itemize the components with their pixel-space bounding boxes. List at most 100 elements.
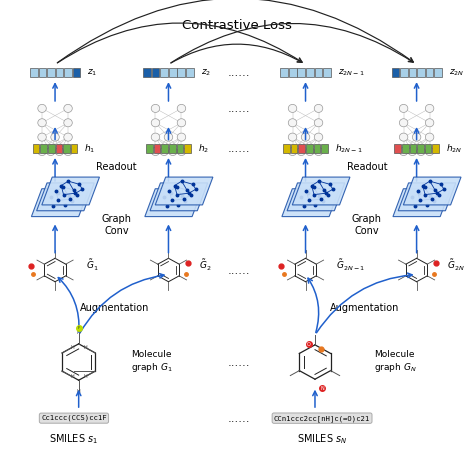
Circle shape (160, 148, 168, 155)
Circle shape (64, 133, 73, 141)
Circle shape (314, 104, 323, 112)
Bar (71, 144, 77, 153)
Bar (33, 144, 39, 153)
Text: Molecule
graph $G_1$: Molecule graph $G_1$ (131, 350, 173, 374)
Text: Augmentation: Augmentation (330, 303, 399, 313)
Circle shape (425, 104, 434, 112)
Bar (425, 144, 431, 153)
Bar (161, 144, 168, 153)
Text: O: O (307, 342, 310, 347)
Circle shape (399, 104, 408, 112)
Text: Readout: Readout (96, 162, 137, 172)
Bar (154, 144, 160, 153)
Text: SMILES $s_1$: SMILES $s_1$ (49, 432, 99, 446)
Circle shape (151, 104, 160, 112)
Polygon shape (398, 183, 456, 211)
Circle shape (297, 148, 305, 155)
Circle shape (38, 104, 46, 112)
Circle shape (288, 119, 297, 127)
Bar (432, 144, 439, 153)
Text: $\tilde{G}_{1}$: $\tilde{G}_{1}$ (86, 258, 98, 273)
Circle shape (417, 148, 425, 155)
Text: H: H (83, 374, 87, 379)
Bar (186, 68, 193, 77)
Circle shape (64, 148, 73, 155)
Circle shape (425, 119, 434, 127)
Bar (55, 144, 62, 153)
Text: F: F (77, 326, 80, 330)
Bar (48, 144, 55, 153)
Polygon shape (150, 183, 208, 211)
Text: Molecule
graph $G_N$: Molecule graph $G_N$ (374, 350, 417, 374)
Text: H: H (71, 345, 74, 350)
Polygon shape (31, 189, 89, 217)
Text: $h_{2}$: $h_{2}$ (198, 143, 209, 155)
Circle shape (46, 148, 55, 155)
Bar (299, 144, 305, 153)
Circle shape (38, 148, 46, 155)
Text: Readout: Readout (346, 162, 387, 172)
Bar (410, 144, 416, 153)
Text: $\tilde{G}_{{2N}}$: $\tilde{G}_{{2N}}$ (447, 258, 465, 273)
Circle shape (399, 148, 408, 155)
Text: H: H (77, 330, 81, 335)
Bar (400, 68, 408, 77)
Circle shape (314, 119, 323, 127)
Circle shape (151, 119, 160, 127)
Bar (63, 144, 70, 153)
Circle shape (288, 148, 297, 155)
Text: H: H (83, 345, 87, 350)
Bar (291, 144, 298, 153)
Text: ......: ...... (228, 66, 251, 79)
Bar (55, 68, 63, 77)
Bar (321, 144, 328, 153)
Circle shape (288, 133, 297, 141)
Bar (289, 68, 297, 77)
Text: Cc1ccc(CCS)cc1F: Cc1ccc(CCS)cc1F (41, 415, 107, 421)
Circle shape (151, 148, 160, 155)
Bar (298, 68, 305, 77)
Bar (409, 68, 416, 77)
Circle shape (177, 133, 186, 141)
Text: $h_{1}$: $h_{1}$ (84, 143, 96, 155)
Bar (47, 68, 55, 77)
Polygon shape (287, 183, 345, 211)
Circle shape (425, 148, 434, 155)
Bar (402, 144, 409, 153)
Circle shape (55, 148, 64, 155)
Bar (283, 144, 290, 153)
Text: $h_{{2N}}$: $h_{{2N}}$ (446, 143, 462, 155)
Text: $z_{1}$: $z_{1}$ (87, 67, 98, 78)
Bar (169, 144, 175, 153)
Bar (417, 144, 424, 153)
Circle shape (38, 133, 46, 141)
Circle shape (151, 133, 160, 141)
Bar (281, 68, 288, 77)
Bar (315, 68, 322, 77)
Bar (314, 144, 320, 153)
Bar (306, 144, 313, 153)
Bar (323, 68, 330, 77)
Bar (144, 68, 151, 77)
Polygon shape (393, 189, 451, 217)
Circle shape (314, 133, 323, 141)
Bar (184, 144, 191, 153)
Text: N: N (320, 386, 324, 391)
Bar (417, 68, 425, 77)
Text: ......: ...... (228, 142, 251, 155)
Text: Contrastive Loss: Contrastive Loss (182, 19, 292, 32)
Text: ......: ...... (228, 264, 251, 276)
Text: Graph
Conv: Graph Conv (101, 214, 131, 236)
Circle shape (399, 133, 408, 141)
Polygon shape (155, 177, 213, 205)
Text: Graph
Conv: Graph Conv (352, 214, 382, 236)
Bar (152, 68, 159, 77)
Text: $z_{{2N}}$: $z_{{2N}}$ (449, 67, 464, 78)
Circle shape (408, 148, 417, 155)
Circle shape (38, 119, 46, 127)
Text: ......: ...... (228, 412, 251, 425)
Text: H: H (71, 374, 74, 379)
Text: $\tilde{G}_{{2N-1}}$: $\tilde{G}_{{2N-1}}$ (336, 258, 365, 273)
Bar (146, 144, 153, 153)
Circle shape (425, 133, 434, 141)
